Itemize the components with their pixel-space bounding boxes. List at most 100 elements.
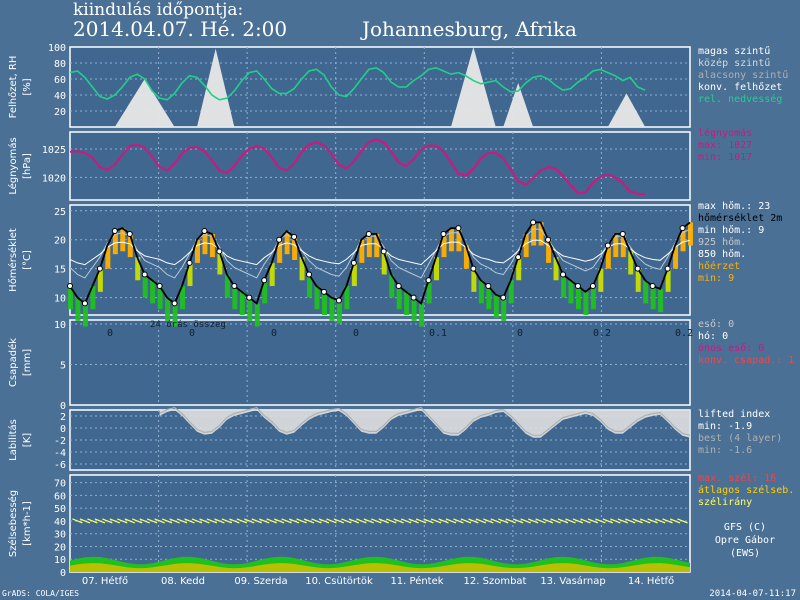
y-tick-label: 20 xyxy=(54,107,66,118)
feels-like-bar xyxy=(404,291,410,315)
wind-direction-arrow xyxy=(602,518,614,524)
wind-direction-arrow xyxy=(483,518,494,524)
feels-like-bar xyxy=(142,274,148,298)
feels-like-bar xyxy=(127,233,133,258)
feels-like-bar xyxy=(381,251,387,275)
wind-direction-arrow xyxy=(79,518,91,524)
wind-direction-arrow xyxy=(131,518,143,524)
wind-direction-arrow xyxy=(423,518,434,524)
temp-point xyxy=(350,259,357,266)
temp-point xyxy=(395,283,402,290)
temp-point xyxy=(619,230,626,237)
panel-cloud: 100 80 60 40 20 Felhőzet, RH [%] xyxy=(7,43,691,128)
feels-like-bar xyxy=(217,251,223,275)
temp-point xyxy=(141,271,148,278)
legend-pressure: légnyomás xyxy=(698,127,752,139)
wind-direction-arrow xyxy=(356,518,367,524)
feels-like-bar xyxy=(209,233,215,258)
day-label: 13. Vasárnap xyxy=(540,575,605,587)
feels-like-bar xyxy=(97,268,103,292)
feels-like-bar xyxy=(344,286,350,310)
y-tick-label: -4 xyxy=(54,448,66,459)
feels-like-bar xyxy=(307,274,313,298)
temp-point xyxy=(96,265,103,272)
legend-temp: 925 hőm. xyxy=(698,236,746,248)
feels-like-bar xyxy=(157,286,163,310)
feels-like-bar xyxy=(292,236,298,260)
legend-pressure: min: 1017 xyxy=(698,152,752,163)
feels-like-bar xyxy=(321,291,327,315)
wind-direction-arrow xyxy=(146,518,158,524)
temp-point xyxy=(335,297,342,304)
wind-direction-arrow xyxy=(520,518,531,524)
y-tick-label: 25 xyxy=(54,207,66,218)
footer-right: 2014-04-07-11:17 xyxy=(709,589,796,599)
temp-point xyxy=(679,225,686,232)
feels-like-bar xyxy=(463,245,469,269)
legend-precip: konv. csapad.: 1 xyxy=(698,355,794,366)
wind-direction-arrow xyxy=(236,518,248,524)
feels-like-bar xyxy=(478,280,484,304)
header-date: 2014.04.07. Hé. 2:00 xyxy=(73,17,287,41)
wind-direction-arrow xyxy=(385,518,397,524)
y-tick-label: 100 xyxy=(48,43,66,54)
precip-daily-sum: 0.2 xyxy=(675,328,693,339)
legend-wind: átlagos szélseb. xyxy=(698,484,794,496)
feels-like-bar xyxy=(643,280,649,304)
wind-direction-arrow xyxy=(303,518,315,524)
wind-direction-arrow xyxy=(251,518,262,524)
y-tick-label: 40 xyxy=(54,91,66,102)
precip-sum-label: 24 órás összeg xyxy=(150,319,226,330)
wind-direction-arrow xyxy=(475,518,487,524)
temp-point xyxy=(306,271,313,278)
feels-like-bar xyxy=(493,294,499,318)
wind-direction-arrow xyxy=(662,518,673,524)
wind-direction-arrow xyxy=(72,518,83,524)
best-4-layer-line xyxy=(159,406,691,436)
y-axis-label: Légnyomás xyxy=(7,137,19,194)
temp-point xyxy=(216,248,223,255)
feels-like-bar xyxy=(583,291,589,315)
feels-like-bar xyxy=(314,286,320,310)
y-tick-label: 70 xyxy=(54,479,66,490)
feels-like-bar xyxy=(172,303,178,327)
wind-direction-arrow xyxy=(550,518,561,524)
wind-direction-arrow xyxy=(400,518,412,524)
temp-point xyxy=(291,233,298,240)
y-axis-unit: [°C] xyxy=(22,250,33,270)
feels-like-bar xyxy=(658,288,664,313)
wind-direction-arrow xyxy=(438,518,449,524)
feels-like-bar xyxy=(419,303,425,327)
day-label: 10. Csütörtök xyxy=(305,576,373,587)
wind-direction-arrow xyxy=(124,518,136,524)
precip-daily-sum: 0.1 xyxy=(429,328,447,339)
feels-like-bar xyxy=(366,233,372,258)
wind-direction-arrow xyxy=(669,518,681,524)
wind-direction-arrow xyxy=(393,518,404,524)
y-axis-label: Csapadék xyxy=(7,338,19,387)
temp-point xyxy=(365,230,372,237)
feels-like-bar xyxy=(501,297,507,321)
legend-cloud: közép szintű xyxy=(698,57,770,69)
y-axis-unit: [%] xyxy=(22,78,33,95)
feels-like-bar xyxy=(553,257,559,281)
panel-frame xyxy=(69,46,691,128)
legend-cloud: alacsony szintű xyxy=(698,69,788,81)
temp-point xyxy=(545,236,552,243)
temp-point xyxy=(455,225,462,232)
feels-like-bar xyxy=(135,257,141,281)
feels-like-bar xyxy=(90,286,96,310)
wind-direction-arrow xyxy=(624,518,636,524)
wind-direction-arrow xyxy=(371,518,382,524)
temp-point xyxy=(246,294,253,301)
wind-direction-arrow xyxy=(94,518,106,524)
legend-precip: eső: 0 xyxy=(698,318,734,330)
day-label: 11. Péntek xyxy=(390,575,443,587)
temp-point xyxy=(440,230,447,237)
wind-direction-arrow xyxy=(333,518,345,524)
wind-direction-arrow xyxy=(117,518,128,524)
wind-direction-arrow xyxy=(378,518,389,524)
feels-like-bar xyxy=(635,268,641,292)
feels-like-bar xyxy=(82,303,88,327)
legend-lability: best (4 layer) xyxy=(698,433,782,444)
